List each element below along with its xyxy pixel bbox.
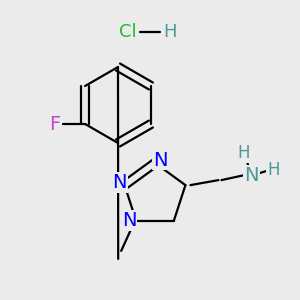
Text: N: N xyxy=(244,166,259,184)
Text: Cl: Cl xyxy=(119,23,137,41)
Text: N: N xyxy=(153,151,167,169)
Text: H: H xyxy=(163,23,177,41)
Text: N: N xyxy=(122,212,136,230)
Text: F: F xyxy=(50,115,61,134)
Text: N: N xyxy=(112,172,127,192)
Text: H: H xyxy=(237,144,250,162)
Text: H: H xyxy=(267,161,280,179)
